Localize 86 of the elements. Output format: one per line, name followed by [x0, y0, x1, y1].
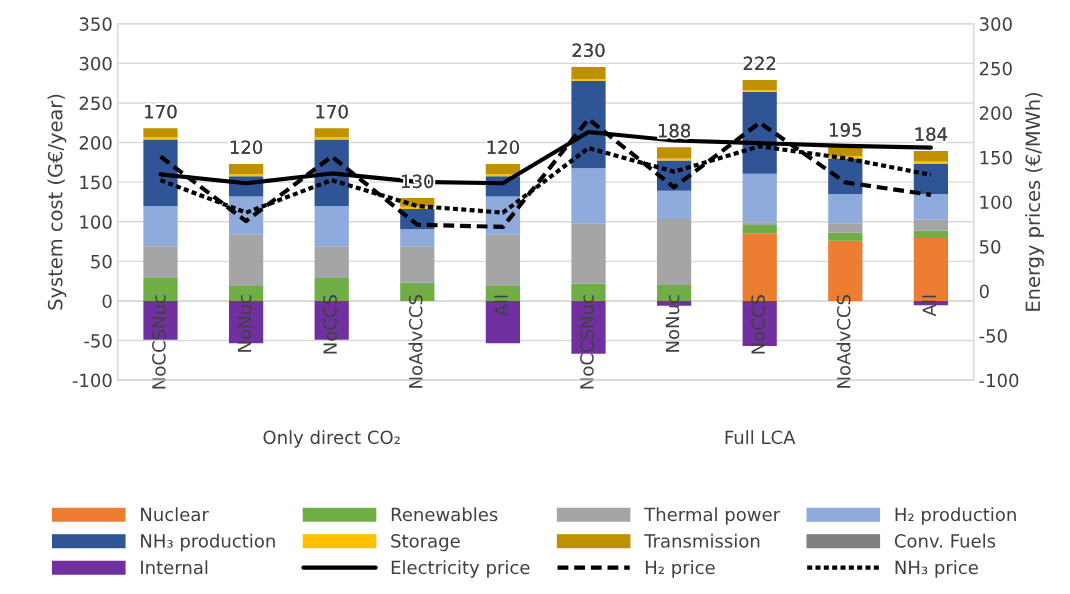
- y-tick-label: -100: [72, 373, 112, 388]
- y2-tick-label: 0: [979, 284, 989, 299]
- y-tick-label: 350: [79, 17, 112, 31]
- total-label: 170: [145, 104, 177, 119]
- x-tick-label: NoAdvCCS: [836, 295, 851, 388]
- total-label: 130: [402, 174, 434, 189]
- bar: [400, 246, 435, 283]
- bar: [828, 194, 863, 224]
- bar: [143, 128, 178, 138]
- x-tick-label: All: [494, 295, 508, 317]
- bar: [742, 222, 777, 225]
- bar: [228, 163, 264, 175]
- bar: [485, 163, 521, 175]
- y-tick-label: 200: [79, 136, 112, 150]
- legend-label: Renewables: [391, 507, 498, 522]
- bar: [742, 79, 777, 90]
- bar: [228, 234, 264, 286]
- bar: [571, 223, 606, 284]
- bar: [656, 147, 692, 159]
- bar: [913, 230, 949, 238]
- x-tick-label: NoCCSNuc: [152, 295, 166, 389]
- bar: [913, 163, 949, 195]
- y-tick-label: 250: [79, 96, 112, 111]
- total-label: 120: [487, 140, 519, 155]
- bar: [742, 173, 777, 223]
- bar: [828, 232, 863, 241]
- y-tick-label: 300: [79, 56, 112, 71]
- legend-label: Conv. Fuels: [894, 533, 996, 548]
- legend-label: Internal: [141, 560, 208, 575]
- legend-label: Thermal power: [644, 507, 781, 525]
- y2-tick-label: 200: [979, 106, 1012, 120]
- bar: [656, 190, 692, 219]
- bar: [143, 139, 178, 206]
- bar: [913, 194, 949, 220]
- x-tick-label: NoCCS: [323, 295, 337, 354]
- bar: [571, 168, 606, 224]
- bar: [913, 150, 949, 162]
- bar: [485, 234, 521, 286]
- y-tick-label: 100: [80, 215, 112, 229]
- bar: [571, 66, 606, 80]
- x-tick-label: NoNuc: [237, 295, 252, 352]
- y-tick-label: 150: [80, 175, 112, 190]
- x-tick-label: NoAdvCCS: [408, 295, 423, 388]
- total-label: 120: [230, 140, 263, 155]
- bar: [828, 223, 863, 233]
- y2-tick-label: 50: [979, 239, 1001, 254]
- x-tick-label: NoCCS: [751, 295, 765, 354]
- bar: [143, 205, 178, 247]
- legend-label: H₂ price: [645, 560, 715, 578]
- total-label: 222: [743, 56, 776, 70]
- legend-label: NH₃ production: [141, 533, 275, 552]
- bar: [314, 246, 349, 278]
- total-label: 230: [572, 43, 605, 58]
- bar: [742, 224, 777, 234]
- y-axis-title: System cost (G€/year): [47, 94, 67, 310]
- bar: [314, 205, 349, 247]
- bar: [314, 128, 349, 138]
- bar: [400, 229, 435, 247]
- total-label: 195: [830, 123, 861, 137]
- y-tick-label: -50: [84, 334, 112, 348]
- bar: [143, 246, 178, 278]
- y2-tick-label: 100: [980, 195, 1012, 210]
- legend-label: H₂ production: [895, 507, 1016, 525]
- y2-tick-label: -50: [979, 329, 1007, 343]
- text: Only direct CO₂: [263, 430, 400, 448]
- y2-tick-label: 300: [979, 17, 1012, 31]
- y2-axis-title: Energy prices (€/MWh): [1025, 92, 1044, 311]
- text: Full LCA: [725, 430, 796, 445]
- legend-label: Transmission: [644, 533, 760, 548]
- legend-label: NH₃ price: [895, 560, 978, 578]
- y2-tick-label: -100: [979, 373, 1019, 388]
- legend-label: Nuclear: [141, 507, 209, 522]
- x-tick-label: NoNuc: [665, 295, 680, 352]
- total-label: 170: [316, 104, 348, 119]
- y-tick-label: 0: [102, 294, 112, 309]
- legend-label: Electricity price: [391, 560, 530, 578]
- total-label: 184: [915, 127, 948, 142]
- bar: [656, 218, 692, 286]
- x-tick-label: NoCCSNuc: [580, 295, 594, 389]
- y2-tick-label: 150: [980, 150, 1012, 165]
- total-label: 188: [658, 123, 691, 138]
- y2-tick-label: 250: [979, 61, 1012, 76]
- x-tick-label: All: [922, 295, 936, 317]
- legend-label: Storage: [391, 534, 460, 552]
- bar: [913, 219, 949, 231]
- y-tick-label: 50: [91, 254, 112, 269]
